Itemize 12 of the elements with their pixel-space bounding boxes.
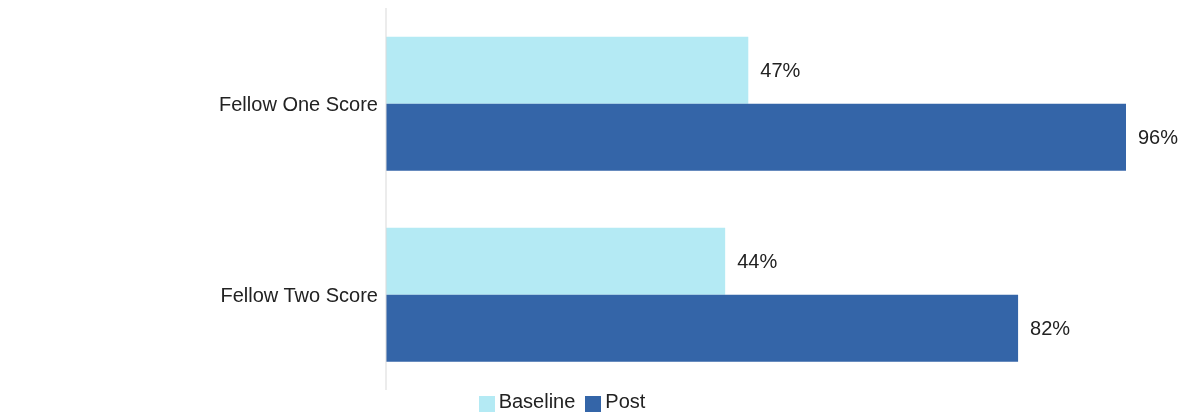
bar xyxy=(386,36,749,104)
bar xyxy=(386,103,1126,171)
legend-label: Baseline xyxy=(498,390,576,412)
legend-label: Post xyxy=(605,390,646,412)
data-label: 96% xyxy=(1138,126,1179,149)
data-label: 47% xyxy=(760,59,801,82)
data-label: 44% xyxy=(737,250,778,273)
bar xyxy=(386,294,1019,362)
bar xyxy=(386,227,726,295)
data-label: 82% xyxy=(1030,317,1071,340)
y-tick-label: Fellow Two Score xyxy=(220,283,378,306)
y-tick-label: Fellow One Score xyxy=(219,92,378,115)
